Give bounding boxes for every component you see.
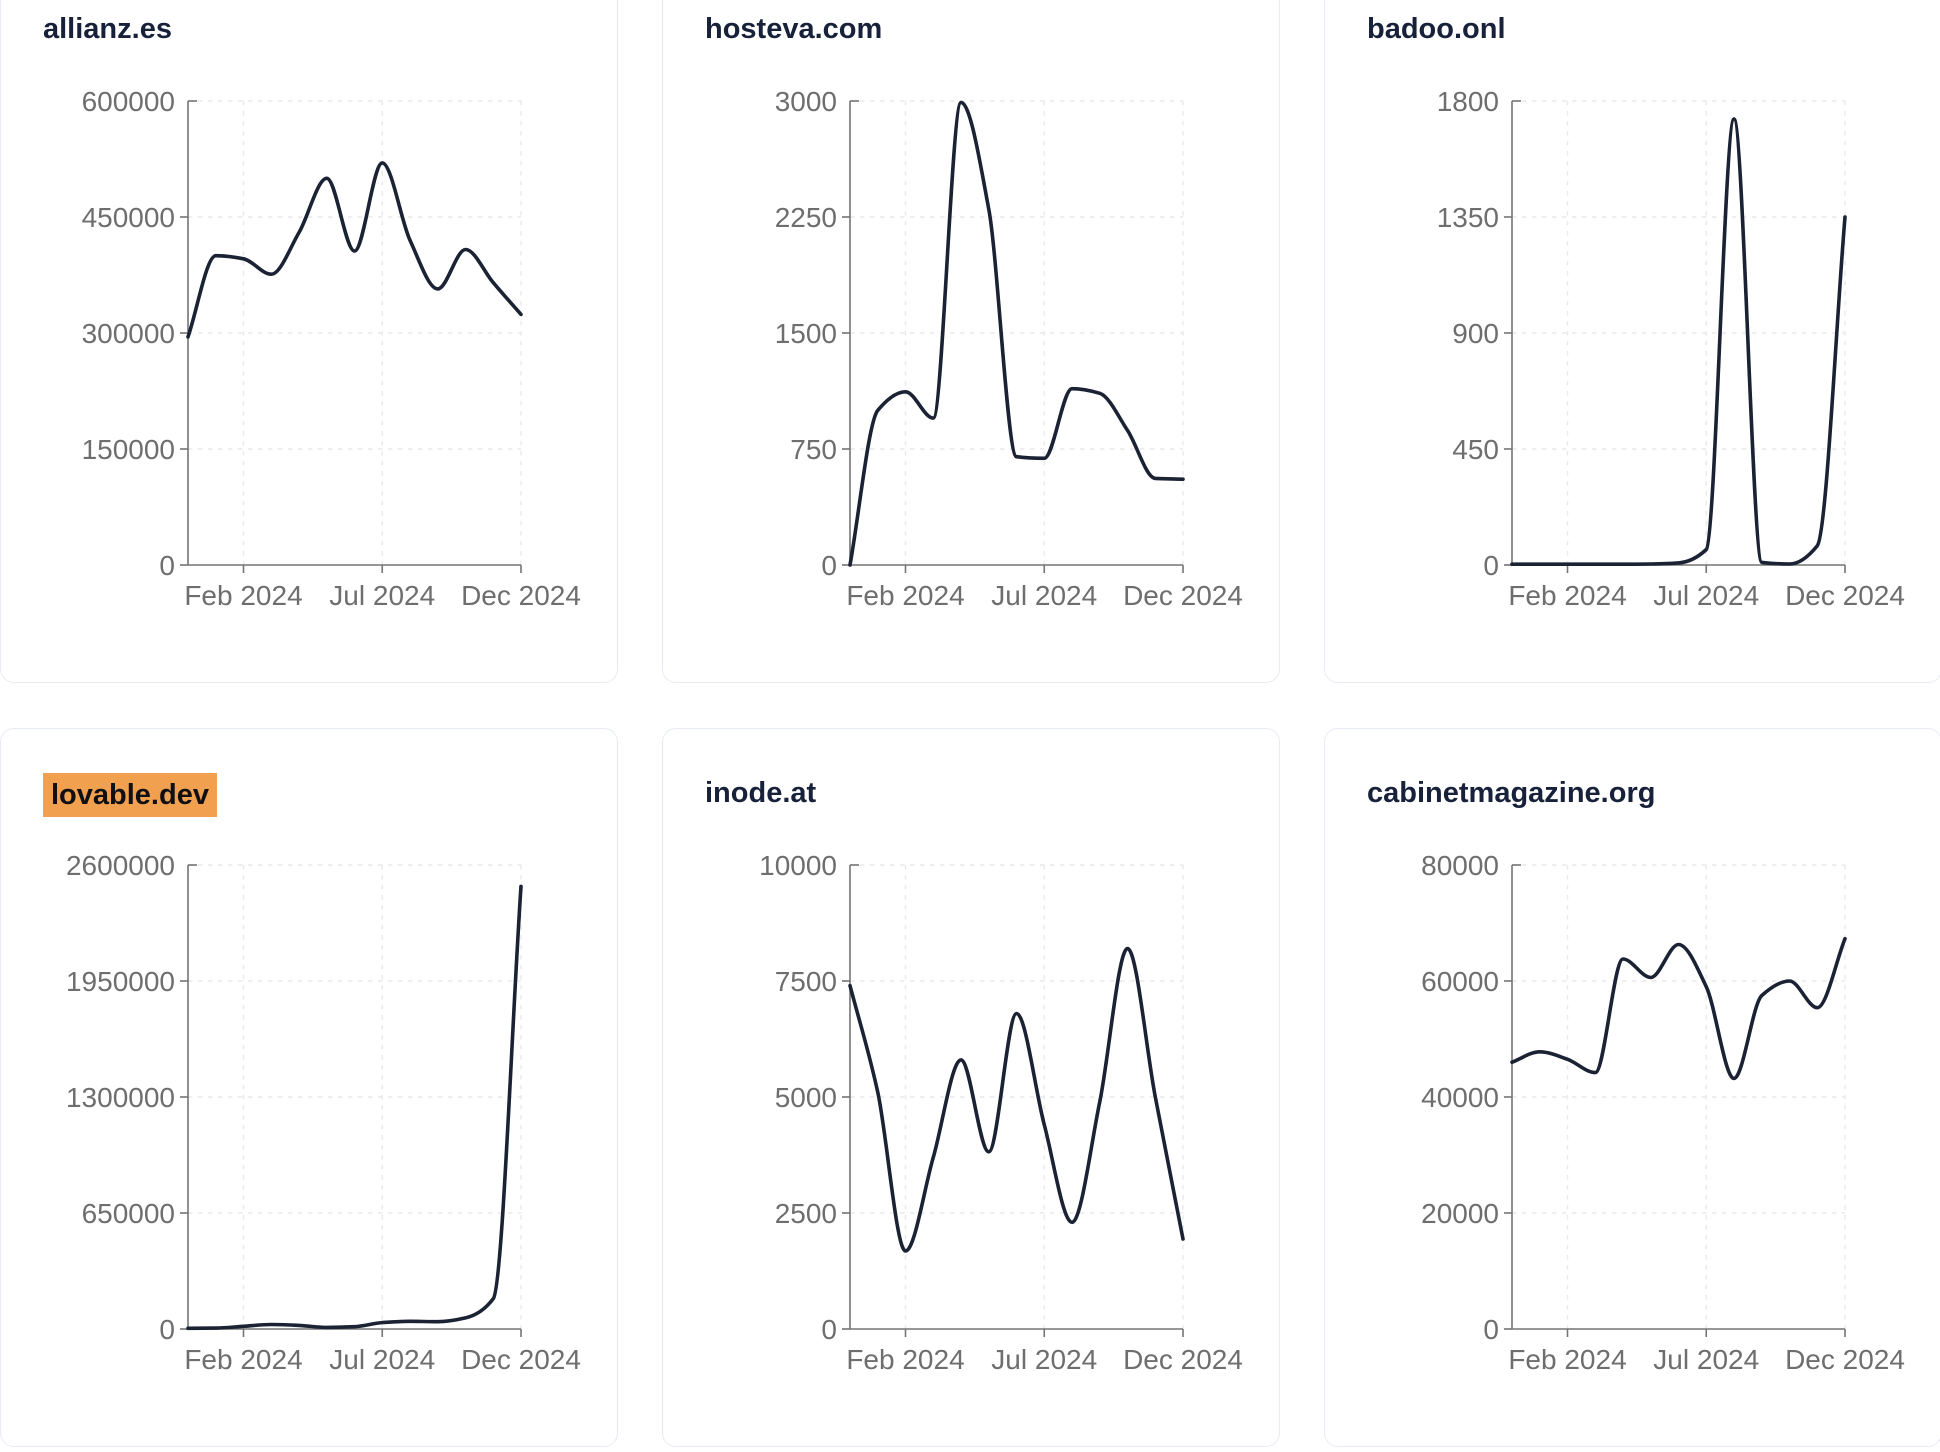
y-tick-label: 5000	[775, 1082, 837, 1113]
y-tick-label: 1500	[775, 318, 837, 349]
x-tick-label: Feb 2024	[846, 580, 964, 611]
x-tick-label: Feb 2024	[846, 1344, 964, 1375]
y-tick-label: 600000	[82, 86, 175, 117]
domain-label: allianz.es	[43, 13, 172, 45]
chart-card-allianz: allianz.es 600000 450000 300000 150000 0 Feb …	[0, 0, 618, 683]
chart-title: inode.at	[705, 773, 816, 813]
y-tick-label: 60000	[1421, 966, 1499, 997]
y-tick-label: 1350	[1437, 202, 1499, 233]
y-tick-label: 3000	[775, 86, 837, 117]
y-tick-label: 80000	[1421, 850, 1499, 881]
y-tick-label: 1300000	[66, 1082, 175, 1113]
chart-title: allianz.es	[43, 9, 172, 49]
x-tick-label: Dec 2024	[1123, 580, 1243, 611]
y-tick-label: 1950000	[66, 966, 175, 997]
x-tick-label: Dec 2024	[1785, 1344, 1905, 1375]
x-tick-label: Dec 2024	[1123, 1344, 1243, 1375]
x-tick-label: Jul 2024	[329, 1344, 435, 1375]
line-series	[848, 946, 1185, 1253]
chart-card-cabinetmagazine: cabinetmagazine.org 80000 60000 40000 20000…	[1324, 728, 1940, 1447]
line-chart: 2600000 1950000 1300000 650000 0 Feb 2024 Jul …	[66, 850, 581, 1375]
y-tick-label: 2250	[775, 202, 837, 233]
chart-card-badoo: badoo.onl 1800 1350 900 450 0 Feb 2024 Jul 202…	[1324, 0, 1940, 683]
chart-title: badoo.onl	[1367, 9, 1506, 49]
x-tick-label: Dec 2024	[461, 580, 581, 611]
chart-title: cabinetmagazine.org	[1367, 773, 1655, 813]
y-tick-label: 1800	[1437, 86, 1499, 117]
y-tick-label: 2600000	[66, 850, 175, 881]
x-tick-label: Feb 2024	[184, 580, 302, 611]
domain-label: badoo.onl	[1367, 13, 1506, 45]
y-tick-label: 0	[1483, 550, 1499, 581]
line-chart: 1800 1350 900 450 0 Feb 2024 Jul 2024 Dec 2024	[1437, 86, 1905, 611]
domain-label-highlighted: lovable.dev	[43, 773, 217, 817]
x-tick-label: Feb 2024	[1508, 1344, 1626, 1375]
x-tick-label: Jul 2024	[1653, 1344, 1759, 1375]
y-tick-label: 450000	[82, 202, 175, 233]
line-series	[186, 161, 523, 339]
x-tick-label: Dec 2024	[461, 1344, 581, 1375]
line-series	[1510, 936, 1847, 1081]
chart-card-inode: inode.at 10000 7500 5000 2500 0 Feb 2024 Jul 2…	[662, 728, 1280, 1447]
x-tick-label: Jul 2024	[1653, 580, 1759, 611]
chart-title: hosteva.com	[705, 9, 882, 49]
y-tick-label: 300000	[82, 318, 175, 349]
line-chart: 3000 2250 1500 750 0 Feb 2024 Jul 2024 Dec 2024	[775, 86, 1243, 611]
y-tick-label: 150000	[82, 434, 175, 465]
y-tick-label: 0	[1483, 1314, 1499, 1345]
line-series	[186, 884, 523, 1331]
line-series	[848, 100, 1185, 567]
chart-card-lovable: lovable.dev 2600000 1950000 1300000 650000 0…	[0, 728, 618, 1447]
y-tick-label: 900	[1452, 318, 1499, 349]
x-tick-label: Feb 2024	[184, 1344, 302, 1375]
y-tick-label: 0	[821, 550, 837, 581]
domain-label: inode.at	[705, 777, 817, 809]
y-tick-label: 450	[1452, 434, 1499, 465]
line-chart: 600000 450000 300000 150000 0 Feb 2024 Jul 202…	[82, 86, 581, 611]
domain-label: hosteva.com	[705, 13, 883, 45]
chart-title: lovable.dev	[43, 773, 217, 817]
line-chart: 80000 60000 40000 20000 0 Feb 2024 Jul 2024 Dec…	[1421, 850, 1905, 1375]
x-tick-label: Dec 2024	[1785, 580, 1905, 611]
x-tick-label: Jul 2024	[991, 1344, 1097, 1375]
y-tick-label: 0	[159, 1314, 175, 1345]
y-tick-label: 0	[159, 550, 175, 581]
x-tick-label: Jul 2024	[329, 580, 435, 611]
x-tick-label: Jul 2024	[991, 580, 1097, 611]
x-tick-label: Feb 2024	[1508, 580, 1626, 611]
y-tick-label: 650000	[82, 1198, 175, 1229]
y-tick-label: 7500	[775, 966, 837, 997]
y-tick-label: 750	[790, 434, 837, 465]
y-tick-label: 40000	[1421, 1082, 1499, 1113]
y-tick-label: 2500	[775, 1198, 837, 1229]
line-series	[1510, 117, 1847, 566]
y-tick-label: 20000	[1421, 1198, 1499, 1229]
chart-card-hosteva: hosteva.com 3000 2250 1500 750 0 Feb 2024 Jul …	[662, 0, 1280, 683]
line-chart: 10000 7500 5000 2500 0 Feb 2024 Jul 2024 Dec 20…	[759, 850, 1243, 1375]
domain-label: cabinetmagazine.org	[1367, 777, 1656, 809]
y-tick-label: 10000	[759, 850, 837, 881]
y-tick-label: 0	[821, 1314, 837, 1345]
